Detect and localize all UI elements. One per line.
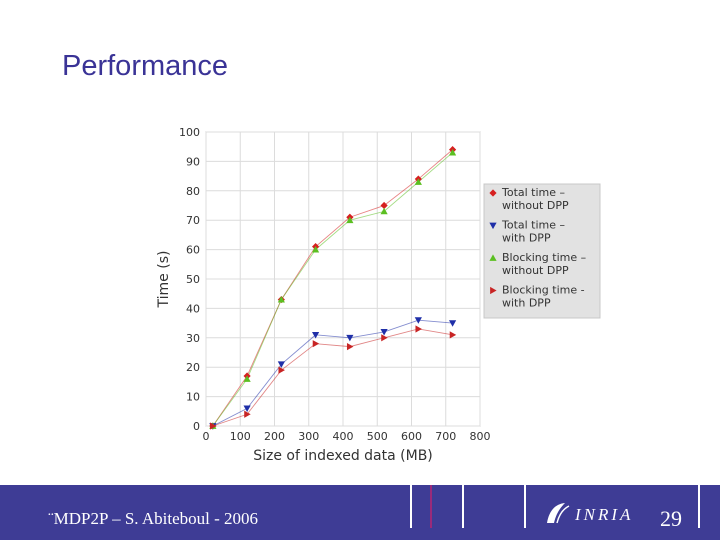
data-point-series-3 xyxy=(243,375,251,382)
logo-text: INRIA xyxy=(574,505,633,524)
y-axis-label: Time (s) xyxy=(156,251,172,309)
data-point-series-2 xyxy=(312,331,320,339)
data-point-series-4 xyxy=(209,422,217,430)
data-point-series-4 xyxy=(381,334,388,342)
legend-label: Blocking time - xyxy=(502,284,585,297)
footer-divider xyxy=(462,485,464,528)
data-point-series-4 xyxy=(415,325,422,333)
y-tick-label: 40 xyxy=(186,302,200,315)
data-point-series-3 xyxy=(449,148,457,156)
legend-marker xyxy=(489,222,497,230)
data-point-series-2 xyxy=(277,361,285,368)
data-point-series-3 xyxy=(312,246,320,253)
data-point-series-2 xyxy=(449,320,457,327)
page-number: 29 xyxy=(660,506,682,531)
x-tick-label: 400 xyxy=(333,430,354,443)
data-point-series-3 xyxy=(277,295,285,303)
x-tick-label: 300 xyxy=(298,430,319,443)
legend-box xyxy=(483,183,601,319)
data-point-series-2 xyxy=(380,329,388,336)
footer-divider xyxy=(698,485,700,528)
y-tick-label: 30 xyxy=(186,332,200,345)
legend-label: Total time – xyxy=(501,219,565,232)
series-line-2 xyxy=(212,319,453,427)
legend-label: Total time – xyxy=(501,186,565,199)
inria-logo: INRIA xyxy=(547,503,633,524)
data-point-series-2 xyxy=(243,405,251,412)
legend-label: with DPP xyxy=(502,297,551,310)
data-point-series-2 xyxy=(414,317,422,324)
data-point-series-3 xyxy=(380,207,388,215)
x-tick-label: 600 xyxy=(401,430,422,443)
x-tick-label: 800 xyxy=(470,430,491,443)
data-point-series-4 xyxy=(244,410,251,418)
footer-divider xyxy=(524,485,526,528)
legend-label: with DPP xyxy=(502,232,551,245)
y-tick-label: 100 xyxy=(179,126,200,139)
y-tick-label: 0 xyxy=(193,420,200,433)
y-tick-label: 70 xyxy=(186,214,200,227)
data-point-series-1 xyxy=(380,201,388,210)
legend-label: without DPP xyxy=(502,264,569,277)
x-tick-label: 200 xyxy=(264,430,285,443)
data-point-series-4 xyxy=(312,340,320,348)
data-point-series-3 xyxy=(414,178,422,185)
x-tick-label: 500 xyxy=(367,430,388,443)
data-point-series-4 xyxy=(346,343,354,351)
legend-label: without DPP xyxy=(502,199,569,212)
footer-divider-accent xyxy=(430,485,432,528)
data-point-series-4 xyxy=(278,366,285,374)
footer-text: ¨MDP2P – S. Abiteboul - 2006 xyxy=(48,509,259,528)
chart-svg: 0 10 20 30 40 50 60 70 80 90 100 0 100 200 300 400 500 60… xyxy=(156,126,601,464)
data-point-series-3 xyxy=(346,216,354,224)
y-tick-label: 20 xyxy=(186,361,200,374)
footer-bar: ¨MDP2P – S. Abiteboul - 2006 INRIA 29 xyxy=(0,485,720,540)
series-line-4 xyxy=(212,328,453,427)
y-tick-label: 90 xyxy=(186,155,200,168)
data-point-series-2 xyxy=(346,334,354,342)
series-line-3 xyxy=(212,152,453,427)
y-tick-label: 50 xyxy=(186,273,200,286)
x-tick-label: 100 xyxy=(230,430,251,443)
data-point-series-4 xyxy=(449,331,457,339)
y-tick-label: 60 xyxy=(186,244,200,257)
legend-marker xyxy=(489,254,497,261)
y-tick-label: 80 xyxy=(186,185,200,198)
legend-marker xyxy=(490,286,497,295)
footer-divider xyxy=(410,485,412,528)
x-tick-label: 0 xyxy=(203,430,210,443)
slide-title: Performance xyxy=(62,50,229,82)
x-tick-label: 700 xyxy=(435,430,456,443)
series-line-1 xyxy=(212,149,453,427)
legend-marker xyxy=(489,189,497,197)
y-tick-label: 10 xyxy=(186,391,200,404)
x-axis-label: Size of indexed data (MB) xyxy=(253,448,433,464)
legend-label: Blocking time – xyxy=(502,251,586,264)
performance-chart: 0 10 20 30 40 50 60 70 80 90 100 0 100 200 300 400 500 60… xyxy=(148,118,608,470)
